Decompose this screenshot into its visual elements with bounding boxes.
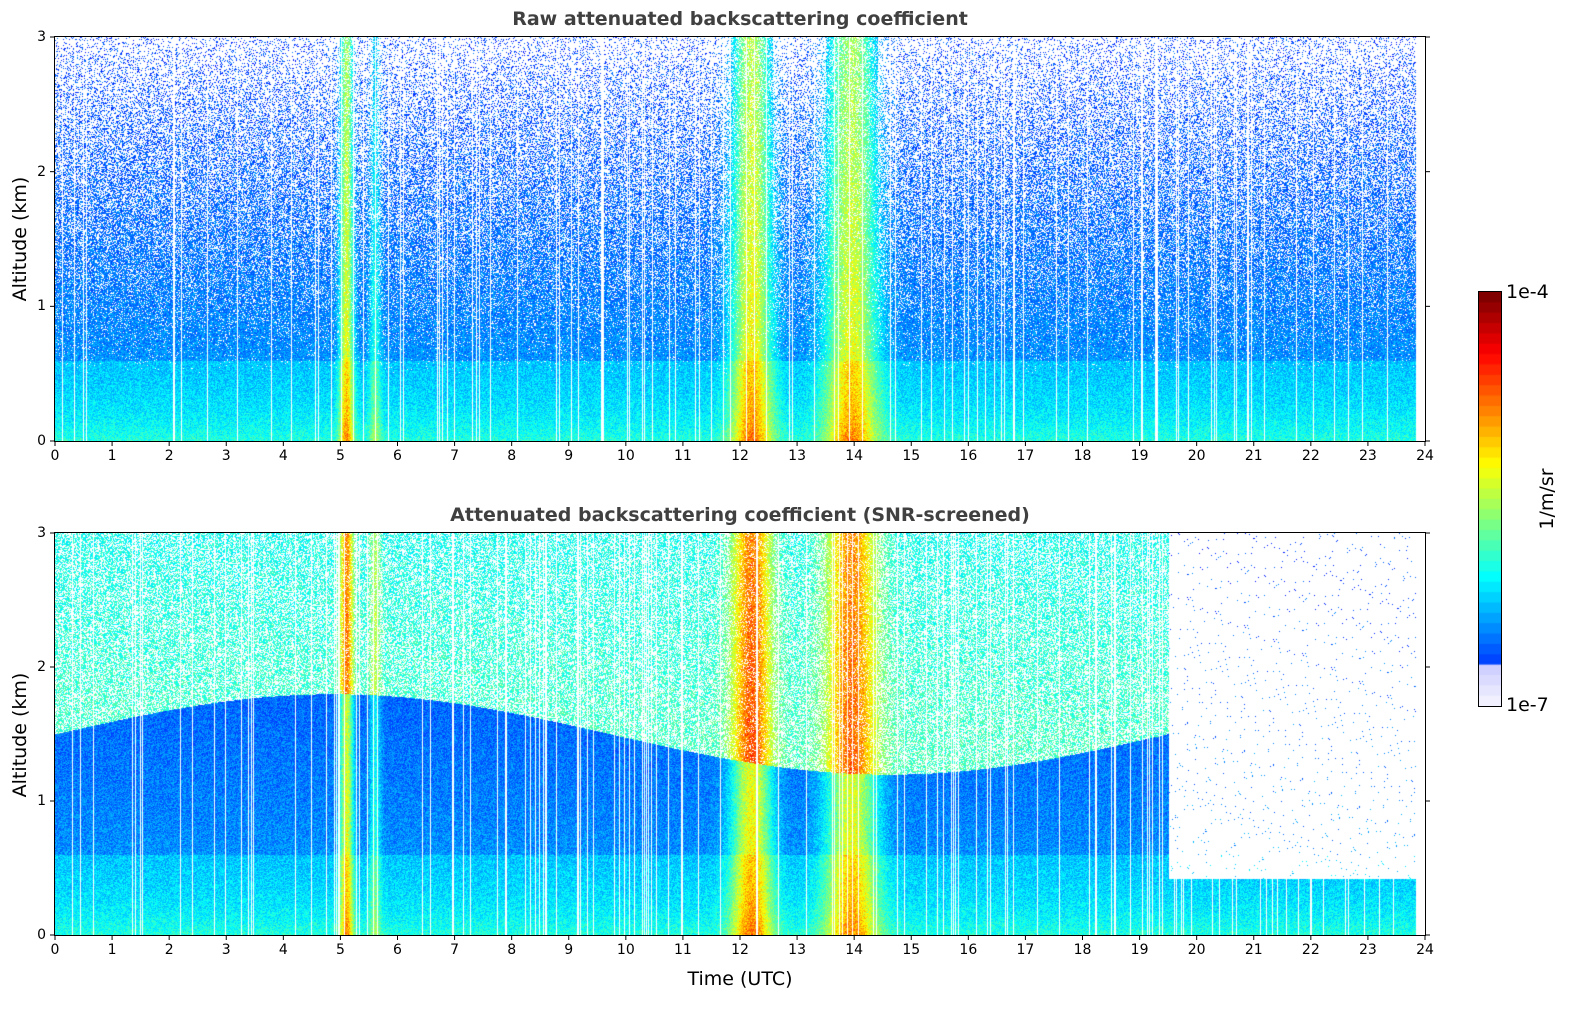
x-tick-label: 24	[1416, 942, 1434, 958]
x-tick-label: 0	[50, 448, 60, 464]
x-tick-label: 22	[1301, 942, 1320, 958]
x-tick-label: 18	[1073, 942, 1092, 958]
x-tick-label: 8	[507, 942, 517, 958]
colorbar-unit-label: 1/m/sr	[1536, 468, 1558, 530]
x-tick-label: 21	[1244, 942, 1263, 958]
top-heatmap	[55, 37, 1425, 441]
x-tick-label: 4	[278, 448, 288, 464]
x-tick-label: 2	[164, 942, 174, 958]
y-tick-label: 1	[37, 793, 46, 809]
x-tick-label: 2	[164, 448, 174, 464]
x-tick-label: 1	[107, 448, 117, 464]
x-tick-label: 22	[1301, 448, 1320, 464]
x-tick-label: 1	[107, 942, 117, 958]
y-tick-label: 3	[37, 29, 46, 45]
bottom-x-axis-label: Time (UTC)	[687, 968, 793, 990]
y-tick-label: 0	[37, 927, 46, 943]
x-tick-label: 14	[845, 448, 864, 464]
top-panel-title: Raw attenuated backscattering coefficien…	[512, 8, 968, 30]
x-tick-label: 17	[1016, 942, 1035, 958]
x-tick-label: 16	[959, 942, 978, 958]
x-tick-label: 4	[278, 942, 288, 958]
x-tick-label: 11	[673, 942, 692, 958]
x-tick-label: 19	[1130, 448, 1149, 464]
x-tick-label: 5	[335, 448, 345, 464]
x-tick-label: 7	[450, 448, 460, 464]
x-tick-label: 15	[902, 942, 921, 958]
y-tick-label: 2	[37, 163, 46, 180]
x-tick-label: 11	[673, 448, 692, 464]
x-tick-label: 24	[1416, 448, 1434, 464]
x-tick-label: 3	[221, 448, 231, 464]
colorbar-max-label: 1e-4	[1506, 281, 1549, 303]
x-tick-label: 21	[1244, 448, 1263, 464]
x-tick-label: 3	[221, 942, 231, 958]
x-tick-label: 18	[1073, 448, 1092, 464]
x-tick-label: 19	[1130, 942, 1149, 958]
x-tick-label: 13	[788, 942, 806, 958]
x-tick-label: 6	[393, 942, 402, 958]
x-tick-label: 20	[1187, 942, 1206, 958]
x-tick-label: 13	[788, 448, 806, 464]
x-tick-label: 0	[50, 942, 60, 958]
y-tick-label: 1	[37, 298, 46, 315]
x-tick-label: 23	[1358, 448, 1377, 464]
x-tick-label: 12	[731, 448, 749, 464]
x-tick-label: 17	[1016, 448, 1035, 464]
bottom-y-axis-label: Altitude (km)	[9, 672, 31, 798]
y-tick-label: 0	[37, 433, 46, 449]
x-tick-label: 15	[902, 448, 921, 464]
x-tick-label: 6	[393, 448, 402, 464]
x-tick-label: 7	[450, 942, 460, 958]
x-tick-label: 23	[1358, 942, 1377, 958]
x-tick-label: 10	[616, 448, 635, 464]
x-tick-label: 10	[616, 942, 635, 958]
y-tick-label: 3	[37, 525, 46, 541]
x-tick-label: 8	[507, 448, 517, 464]
x-tick-label: 5	[335, 942, 345, 958]
x-tick-label: 20	[1187, 448, 1206, 464]
colorbar	[1479, 292, 1501, 706]
bottom-heatmap	[55, 533, 1425, 935]
x-tick-label: 9	[564, 942, 574, 958]
x-tick-label: 16	[959, 448, 978, 464]
x-tick-label: 9	[564, 448, 574, 464]
y-tick-label: 2	[37, 659, 46, 675]
x-tick-label: 14	[845, 942, 864, 958]
colorbar-min-label: 1e-7	[1506, 694, 1549, 716]
bottom-panel-title: Attenuated backscattering coefficient (S…	[450, 504, 1030, 526]
x-tick-label: 12	[731, 942, 749, 958]
